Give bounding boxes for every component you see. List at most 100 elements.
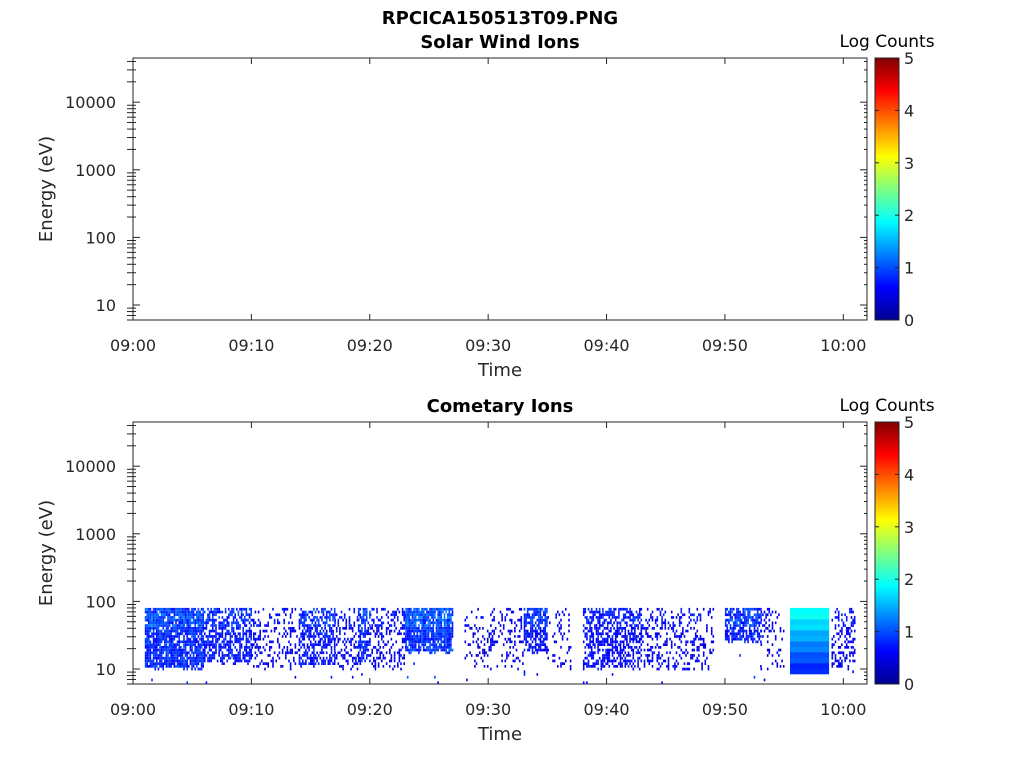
data-cell bbox=[361, 656, 363, 660]
data-cell bbox=[208, 646, 211, 649]
data-cell bbox=[595, 616, 598, 619]
data-cell bbox=[837, 610, 840, 614]
data-cell bbox=[269, 654, 271, 657]
data-cell bbox=[582, 640, 585, 644]
data-cell bbox=[216, 640, 219, 644]
data-cell bbox=[522, 640, 524, 644]
data-cell bbox=[590, 648, 593, 652]
data-cell bbox=[196, 629, 198, 633]
data-cell bbox=[678, 616, 681, 619]
data-cell bbox=[739, 627, 741, 630]
data-cell bbox=[197, 643, 200, 646]
data-cell bbox=[731, 632, 733, 636]
data-cell bbox=[369, 654, 372, 657]
data-cell bbox=[538, 610, 540, 614]
data-cell bbox=[202, 648, 204, 652]
data-cell bbox=[656, 632, 659, 636]
data-cell bbox=[429, 629, 431, 633]
data-cell bbox=[342, 618, 344, 622]
data-cell bbox=[189, 643, 192, 646]
data-cell bbox=[285, 635, 287, 638]
data-cell bbox=[670, 643, 673, 646]
data-cell bbox=[748, 613, 751, 617]
data-cell bbox=[350, 648, 352, 652]
data-cell bbox=[400, 648, 402, 652]
data-cell bbox=[530, 632, 532, 636]
data-cell bbox=[184, 662, 187, 665]
data-cell bbox=[555, 640, 557, 644]
data-cell bbox=[766, 640, 769, 644]
data-cell bbox=[221, 627, 224, 630]
data-cell bbox=[710, 632, 713, 636]
data-cell bbox=[490, 667, 492, 671]
data-cell bbox=[611, 673, 614, 676]
data-cell bbox=[202, 613, 204, 617]
data-cell bbox=[755, 640, 757, 644]
data-cell bbox=[437, 618, 439, 622]
data-cell bbox=[472, 635, 475, 638]
data-cell bbox=[539, 632, 542, 636]
data-cell bbox=[330, 627, 333, 630]
data-cell bbox=[424, 648, 427, 652]
data-cell bbox=[525, 629, 527, 633]
data-cell bbox=[475, 616, 478, 619]
data-cell bbox=[526, 632, 529, 636]
data-cell bbox=[234, 613, 236, 617]
data-cell bbox=[301, 616, 304, 619]
data-cell bbox=[837, 651, 840, 655]
data-cell bbox=[434, 616, 436, 619]
data-cell bbox=[151, 662, 153, 665]
data-cell bbox=[197, 629, 200, 633]
data-cell bbox=[443, 646, 446, 649]
data-cell bbox=[672, 616, 675, 619]
data-cell bbox=[167, 656, 169, 660]
data-cell bbox=[339, 629, 341, 633]
data-cell bbox=[398, 632, 401, 636]
data-cell bbox=[330, 613, 333, 617]
data-cell bbox=[443, 635, 446, 638]
data-cell bbox=[254, 646, 257, 649]
data-cell bbox=[159, 651, 161, 655]
data-cell bbox=[148, 610, 150, 614]
data-cell bbox=[478, 627, 481, 630]
data-cell bbox=[451, 621, 454, 625]
data-cell bbox=[542, 637, 545, 641]
data-cell bbox=[245, 635, 248, 638]
data-cell bbox=[160, 640, 163, 644]
data-cell bbox=[377, 665, 380, 668]
data-cell bbox=[600, 616, 603, 619]
data-cell bbox=[192, 665, 195, 668]
data-cell bbox=[234, 662, 236, 665]
data-cell bbox=[493, 616, 495, 619]
data-cell bbox=[734, 632, 737, 636]
data-cell bbox=[162, 616, 164, 619]
data-cell bbox=[413, 662, 415, 665]
data-cell bbox=[220, 624, 222, 627]
data-cell bbox=[646, 627, 649, 630]
data-cell bbox=[176, 654, 179, 657]
data-cell bbox=[522, 651, 524, 655]
data-cell bbox=[327, 624, 330, 627]
data-cell bbox=[589, 637, 591, 641]
data-cell bbox=[629, 618, 631, 622]
data-cell bbox=[390, 624, 393, 627]
data-cell bbox=[416, 640, 419, 644]
data-cell bbox=[731, 629, 733, 633]
data-cell bbox=[411, 646, 414, 649]
data-cell bbox=[438, 632, 441, 636]
data-cell bbox=[154, 662, 156, 665]
data-cell bbox=[616, 640, 619, 644]
data-cell bbox=[373, 646, 375, 649]
data-cell bbox=[311, 643, 314, 646]
data-cell bbox=[606, 635, 609, 638]
data-cell bbox=[256, 637, 258, 641]
data-cell bbox=[322, 635, 325, 638]
data-cell bbox=[183, 659, 185, 663]
data-cell bbox=[339, 651, 341, 655]
data-cell bbox=[208, 659, 211, 663]
data-cell bbox=[149, 616, 152, 619]
data-cell bbox=[698, 637, 700, 641]
data-cell bbox=[638, 632, 641, 636]
data-cell bbox=[434, 651, 436, 655]
data-cell bbox=[364, 629, 366, 633]
